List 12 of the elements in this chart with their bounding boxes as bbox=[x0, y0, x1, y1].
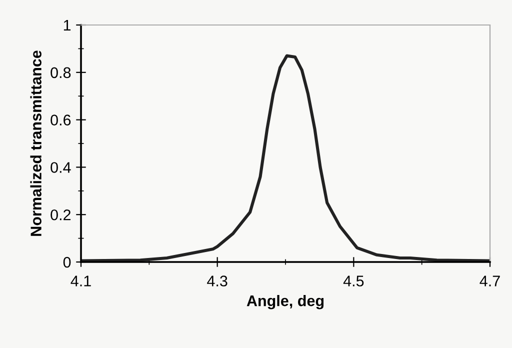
y-tick-label: 0.4 bbox=[50, 162, 71, 173]
y-tick-label: 1 bbox=[64, 20, 71, 31]
y-tick-label: 0.6 bbox=[50, 114, 71, 126]
x-tick-label: 4.5 bbox=[343, 276, 364, 286]
y-axis-title: Normalized transmittance bbox=[30, 50, 42, 236]
y-tick-label: 0 bbox=[63, 256, 71, 268]
y-tick-label: 0.2 bbox=[50, 209, 71, 220]
x-axis-title: Angle, deg bbox=[246, 294, 324, 310]
x-tick-label: 4.3 bbox=[207, 276, 228, 286]
x-tick-label: 4.1 bbox=[70, 276, 91, 286]
y-tick-label: 0.8 bbox=[50, 67, 71, 78]
x-tick-label: 4.7 bbox=[480, 276, 500, 286]
